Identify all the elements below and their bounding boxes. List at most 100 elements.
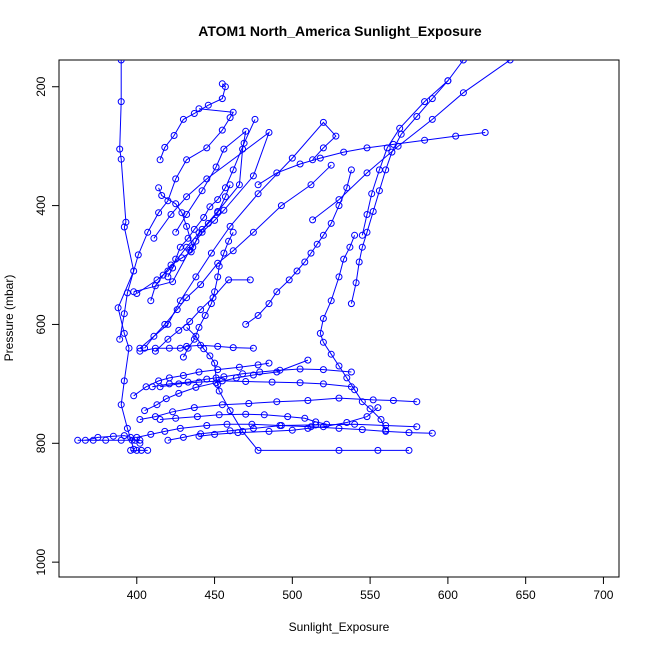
data-point	[136, 347, 144, 355]
data-point	[335, 273, 343, 281]
data-point	[459, 60, 467, 64]
data-point	[214, 209, 222, 217]
data-point	[150, 234, 158, 242]
data-point	[363, 413, 371, 421]
data-point	[319, 366, 327, 374]
data-point	[249, 371, 257, 379]
data-point	[313, 240, 321, 248]
data-point	[123, 424, 131, 432]
x-tick-label: 550	[360, 588, 380, 602]
series-line	[144, 164, 332, 349]
data-point	[218, 126, 226, 134]
data-point	[273, 169, 281, 177]
series-line	[119, 108, 235, 340]
data-point	[277, 202, 285, 210]
data-point	[309, 216, 317, 224]
data-point	[215, 387, 223, 395]
data-point	[239, 370, 247, 378]
data-point	[276, 422, 284, 429]
series-trajectory	[136, 118, 340, 352]
series-trajectory	[151, 276, 254, 355]
data-point	[155, 209, 163, 217]
data-point	[239, 427, 247, 435]
data-point	[173, 306, 181, 314]
data-point	[242, 410, 250, 418]
data-point	[167, 211, 175, 218]
data-point	[120, 223, 128, 231]
data-point	[215, 262, 223, 270]
series-line	[160, 413, 327, 425]
data-point	[296, 160, 304, 168]
data-point	[229, 228, 237, 236]
data-point	[176, 297, 184, 305]
data-point	[254, 181, 262, 189]
series-trajectory	[195, 404, 382, 440]
data-point	[319, 315, 327, 322]
data-point	[254, 312, 262, 319]
series-trajectory	[81, 432, 144, 447]
data-point	[285, 276, 293, 284]
series-trajectory	[148, 365, 355, 391]
data-point	[363, 228, 371, 236]
data-point	[169, 264, 177, 272]
data-point	[203, 422, 211, 429]
data-point	[151, 282, 159, 290]
data-point	[343, 374, 351, 382]
data-point	[363, 144, 371, 152]
data-point	[179, 433, 187, 441]
series-trajectory	[74, 436, 144, 444]
data-point	[374, 404, 382, 412]
data-point	[156, 156, 164, 164]
series-line	[133, 362, 270, 397]
data-point	[413, 113, 421, 120]
data-point	[221, 193, 229, 201]
data-point	[203, 375, 211, 383]
data-point	[218, 401, 226, 409]
data-point	[165, 380, 173, 388]
data-point	[235, 181, 243, 189]
data-point	[363, 211, 371, 218]
x-tick-label: 700	[593, 588, 613, 602]
x-tick-label: 650	[516, 588, 536, 602]
data-point	[162, 395, 170, 403]
data-point	[192, 383, 200, 391]
data-point	[260, 411, 268, 419]
data-point	[183, 211, 191, 218]
data-point	[172, 414, 180, 422]
data-point	[240, 139, 248, 147]
data-point	[136, 416, 144, 423]
data-point	[335, 202, 343, 210]
data-point	[377, 416, 385, 423]
data-point	[265, 427, 273, 435]
data-point	[369, 208, 377, 215]
data-point	[206, 352, 214, 360]
data-point	[183, 323, 191, 331]
data-point	[120, 432, 128, 440]
data-point	[366, 405, 374, 413]
series-trajectory	[127, 446, 152, 454]
data-point	[229, 344, 237, 352]
data-point	[229, 247, 237, 255]
series-trajectory	[133, 420, 436, 441]
data-point	[221, 83, 229, 91]
data-point	[375, 187, 383, 195]
data-point	[195, 323, 203, 331]
data-point	[125, 344, 133, 352]
data-point	[256, 368, 264, 376]
series-trajectory	[164, 115, 259, 281]
data-point	[319, 338, 327, 346]
data-point	[151, 347, 159, 355]
data-point	[204, 101, 212, 109]
data-point	[130, 392, 138, 400]
data-point	[304, 397, 312, 404]
data-point	[120, 310, 128, 318]
data-point	[273, 398, 281, 406]
data-point	[147, 297, 155, 305]
data-point	[218, 95, 226, 103]
data-point	[481, 129, 489, 136]
data-point	[211, 359, 219, 367]
data-point	[351, 231, 359, 239]
data-point	[172, 228, 180, 236]
plot-area	[74, 60, 514, 454]
data-point	[307, 249, 315, 257]
